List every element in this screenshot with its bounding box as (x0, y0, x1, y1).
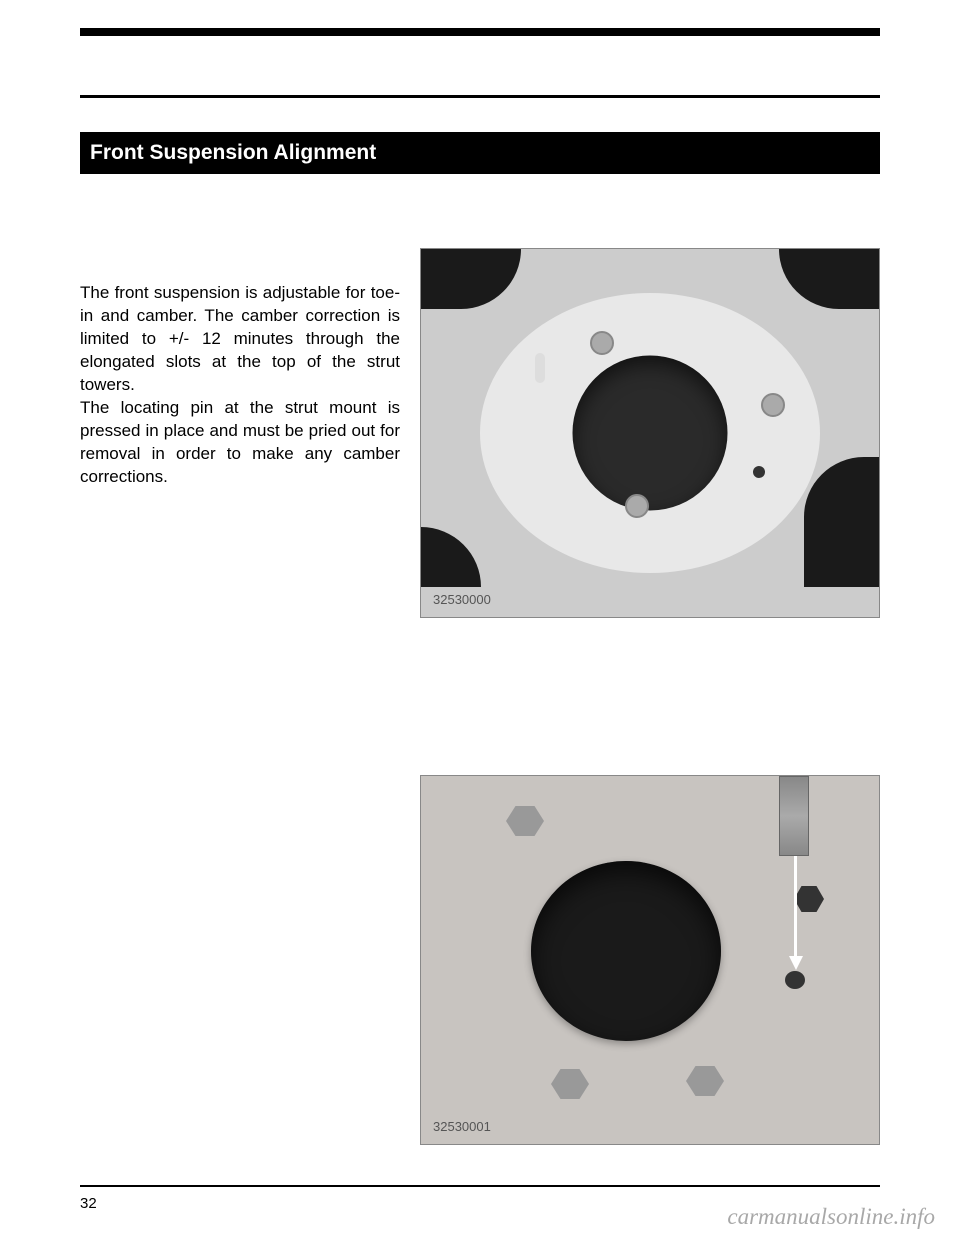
arrow-indicator-head (789, 956, 803, 970)
photo-bg-shadow (421, 527, 481, 587)
mount-bolt (590, 331, 614, 355)
figure-1-id: 32530000 (433, 592, 491, 607)
mount-bolt (761, 393, 785, 417)
horizontal-rule (80, 95, 880, 98)
strut-tower-surface (480, 293, 820, 573)
top-black-bar (80, 28, 880, 36)
pin-removal-hole (785, 971, 805, 989)
removal-tool (779, 776, 809, 856)
figure-2-id: 32530001 (433, 1119, 491, 1134)
locating-pin (535, 353, 545, 383)
photo-bg-shadow (779, 249, 879, 309)
photo-bg-shadow (804, 457, 879, 587)
photo-bg-shadow (421, 249, 521, 309)
section-heading-bar: Front Suspension Alignment (80, 132, 880, 174)
figure-2-pin-removal: 32530001 (420, 775, 880, 1145)
strut-mount-cap (531, 861, 721, 1041)
figure-1-strut-tower-top: 32530000 (420, 248, 880, 618)
locator-hole (753, 466, 765, 478)
body-text-block: The front suspension is adjustable for t… (80, 282, 400, 488)
paragraph-1: The front suspension is adjustable for t… (80, 282, 400, 397)
arrow-indicator-line (794, 856, 797, 961)
mount-bolt (625, 494, 649, 518)
paragraph-2: The locating pin at the strut mount is p… (80, 397, 400, 489)
strut-mount-cap (573, 356, 728, 511)
section-heading: Front Suspension Alignment (90, 141, 376, 165)
watermark-text: carmanualsonline.info (727, 1204, 935, 1230)
page-number: 32 (80, 1195, 97, 1212)
bottom-horizontal-rule (80, 1185, 880, 1187)
